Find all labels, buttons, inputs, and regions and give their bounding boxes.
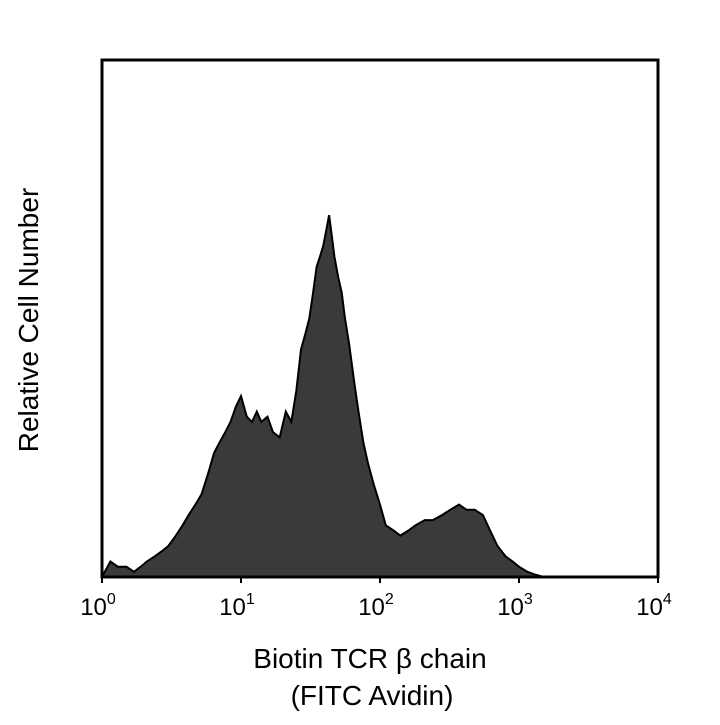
x-tick-label: 101 [219, 591, 255, 621]
x-tick-label: 100 [80, 591, 116, 621]
x-axis-label-line2: (FITC Avidin) [291, 680, 454, 711]
x-tick-label: 102 [358, 591, 394, 621]
x-axis-label: Biotin TCR β chain [253, 643, 486, 674]
x-tick-label: 103 [497, 591, 533, 621]
x-tick-label: 104 [636, 591, 672, 621]
histogram-series [100, 214, 544, 578]
y-axis-label: Relative Cell Number [13, 188, 44, 453]
